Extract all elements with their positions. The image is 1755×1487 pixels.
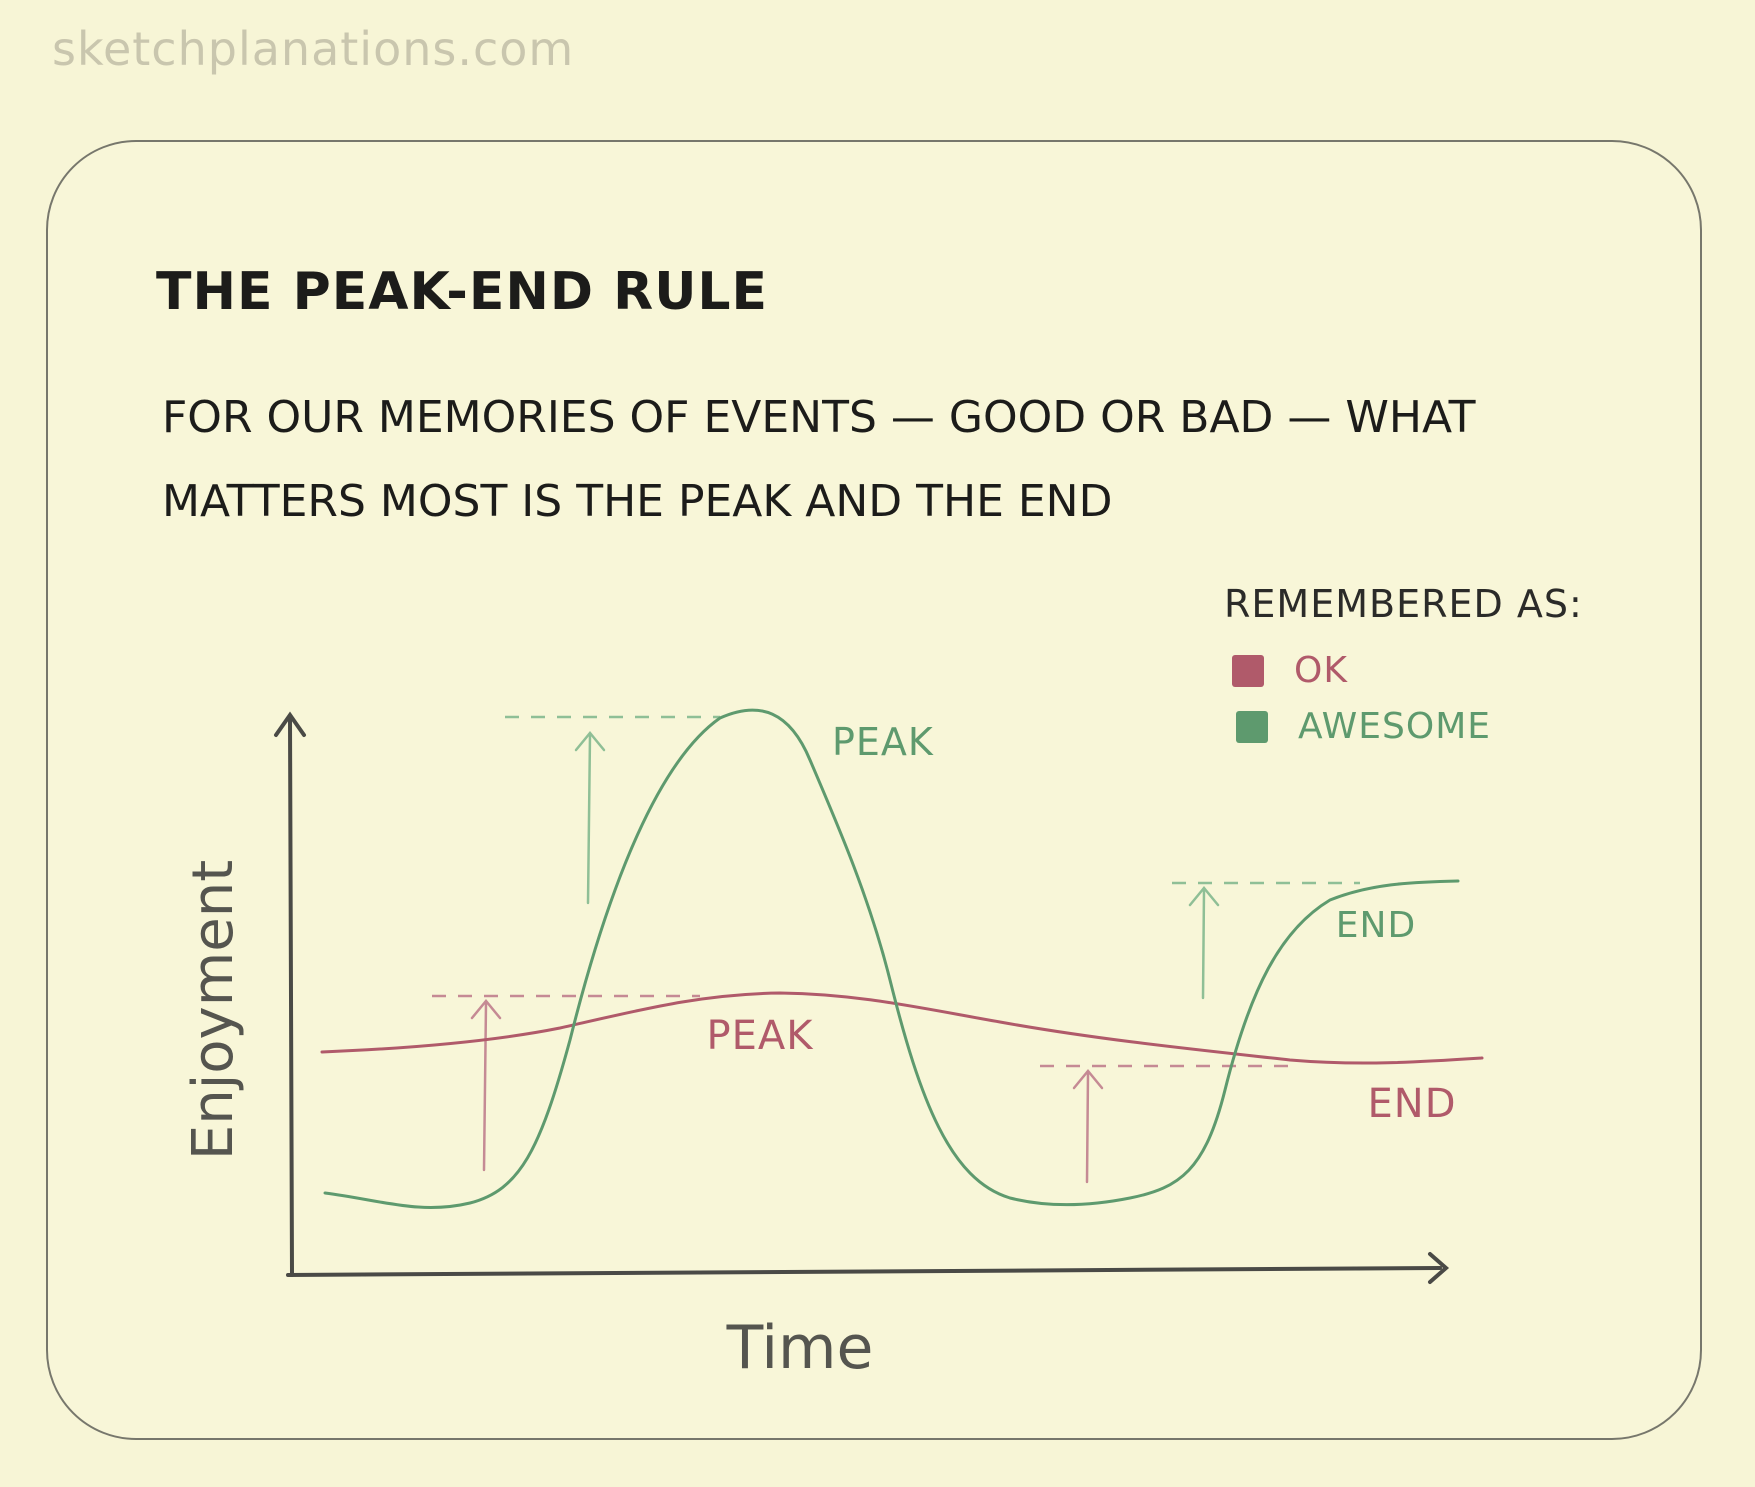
legend-title: REMEMBERED AS:	[1224, 582, 1583, 626]
card-frame	[46, 140, 1702, 1440]
red-end-label: END	[1368, 1081, 1457, 1127]
watermark: sketchplanations.com	[52, 22, 575, 76]
green-peak-arrow	[574, 731, 606, 905]
x-axis-arrowhead	[1428, 1252, 1450, 1284]
legend-label-ok: OK	[1294, 650, 1348, 691]
legend-label-awesome: AWESOME	[1298, 706, 1491, 747]
uplift-arrows	[470, 731, 1220, 1184]
green-peak-label: PEAK	[832, 720, 934, 764]
x-axis-label: Time	[726, 1313, 874, 1383]
red-peak-label: PEAK	[707, 1013, 815, 1059]
y-axis-label: Enjoyment	[181, 860, 246, 1160]
legend-swatch-ok	[1232, 654, 1264, 687]
green-curve-awesome	[323, 708, 1460, 1209]
reference-lines	[432, 715, 1360, 1068]
legend-swatch-awesome	[1236, 710, 1268, 743]
green-end-label: END	[1336, 905, 1416, 946]
axes	[274, 711, 1450, 1284]
page-title: THE PEAK-END RULE	[156, 262, 769, 322]
legend-item-ok: OK	[1232, 650, 1348, 691]
green-end-arrow	[1188, 886, 1220, 1000]
legend-item-awesome: AWESOME	[1236, 706, 1491, 747]
red-end-arrow	[1072, 1069, 1104, 1184]
y-axis-arrowhead	[274, 711, 306, 737]
subtitle: FOR OUR MEMORIES OF EVENTS — GOOD OR BAD…	[162, 392, 1476, 527]
y-axis-line	[288, 718, 294, 1277]
red-peak-arrow	[470, 999, 502, 1172]
x-axis-line	[286, 1266, 1442, 1277]
